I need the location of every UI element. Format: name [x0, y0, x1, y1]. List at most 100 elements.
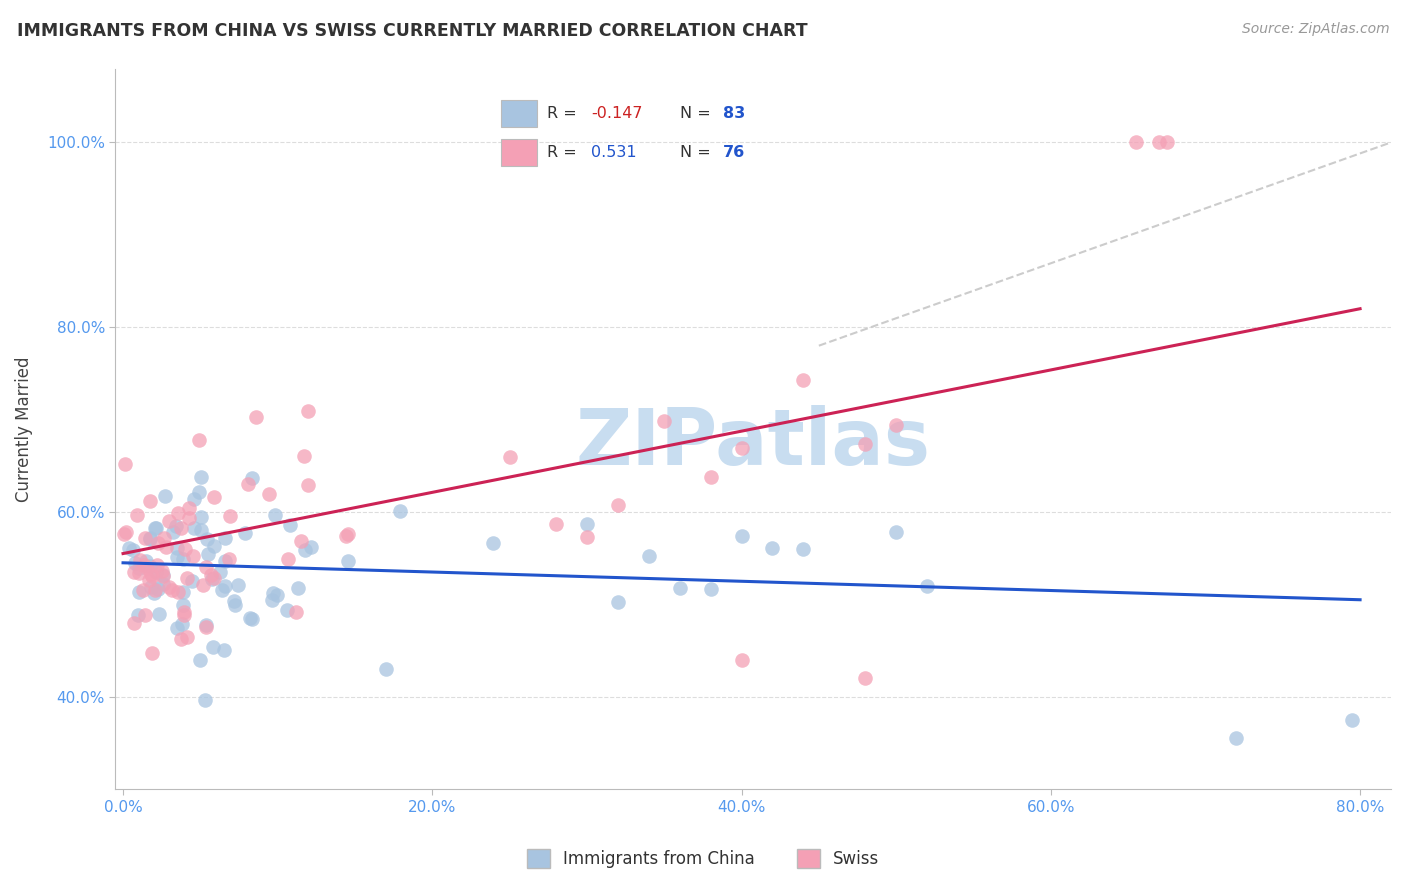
- Point: [115, 524, 138, 539]
- Point: [287, 581, 309, 595]
- Point: [884, 418, 907, 433]
- Point: [173, 608, 195, 623]
- Point: [128, 561, 150, 575]
- Point: [262, 586, 284, 600]
- Point: [228, 577, 250, 591]
- Point: [166, 585, 188, 599]
- Point: [1156, 136, 1178, 150]
- Point: [1125, 136, 1147, 150]
- Point: [128, 585, 150, 599]
- Point: [214, 554, 236, 568]
- Point: [145, 583, 167, 598]
- Point: [139, 559, 162, 574]
- Point: [172, 552, 194, 566]
- Point: [337, 554, 360, 568]
- Point: [219, 508, 242, 523]
- Point: [297, 404, 319, 418]
- Point: [853, 671, 876, 685]
- Point: [148, 536, 170, 550]
- Point: [214, 579, 236, 593]
- Point: [792, 373, 814, 387]
- Point: [180, 574, 202, 588]
- Point: [1225, 731, 1247, 746]
- Point: [150, 564, 173, 578]
- Point: [152, 567, 174, 582]
- Point: [176, 571, 198, 585]
- Point: [155, 540, 177, 554]
- Point: [142, 586, 165, 600]
- Point: [162, 582, 184, 597]
- Point: [202, 570, 225, 584]
- Point: [699, 582, 721, 597]
- Point: [188, 484, 211, 499]
- Point: [240, 612, 263, 626]
- Point: [166, 549, 188, 564]
- Point: [761, 541, 783, 555]
- Point: [730, 442, 752, 456]
- Point: [187, 433, 209, 447]
- Point: [143, 521, 166, 535]
- Point: [195, 532, 218, 546]
- Point: [240, 471, 263, 485]
- Point: [194, 560, 217, 574]
- Point: [202, 490, 225, 504]
- Point: [668, 581, 690, 595]
- Point: [606, 498, 628, 512]
- Point: [575, 530, 598, 544]
- Point: [239, 611, 262, 625]
- Point: [299, 541, 322, 555]
- Y-axis label: Currently Married: Currently Married: [15, 356, 32, 501]
- Point: [138, 531, 160, 545]
- Point: [141, 646, 163, 660]
- Point: [128, 552, 150, 566]
- Point: [141, 569, 163, 583]
- Point: [284, 606, 307, 620]
- Point: [148, 607, 170, 621]
- Point: [157, 514, 180, 528]
- Point: [211, 583, 233, 598]
- Point: [190, 509, 212, 524]
- Point: [188, 653, 211, 667]
- Point: [336, 527, 359, 541]
- Point: [138, 573, 160, 587]
- Point: [134, 553, 156, 567]
- Point: [152, 577, 174, 591]
- Point: [294, 542, 316, 557]
- Point: [197, 547, 219, 561]
- Point: [127, 607, 149, 622]
- Text: IMMIGRANTS FROM CHINA VS SWISS CURRENTLY MARRIED CORRELATION CHART: IMMIGRANTS FROM CHINA VS SWISS CURRENTLY…: [17, 22, 807, 40]
- Point: [202, 640, 225, 654]
- Point: [575, 516, 598, 531]
- Point: [145, 566, 167, 580]
- Point: [167, 506, 190, 520]
- Point: [1341, 713, 1364, 727]
- Point: [699, 470, 721, 484]
- Point: [152, 568, 174, 582]
- Point: [276, 603, 298, 617]
- Point: [157, 580, 180, 594]
- Point: [209, 565, 232, 579]
- Point: [290, 533, 312, 548]
- Point: [218, 551, 240, 566]
- Point: [730, 653, 752, 667]
- Point: [297, 478, 319, 492]
- Text: Source: ZipAtlas.com: Source: ZipAtlas.com: [1241, 22, 1389, 37]
- Point: [174, 542, 197, 557]
- Point: [200, 568, 222, 582]
- Point: [125, 508, 148, 522]
- Point: [122, 616, 145, 631]
- Point: [730, 528, 752, 542]
- Point: [145, 558, 167, 572]
- Point: [170, 617, 193, 632]
- Point: [190, 470, 212, 484]
- Point: [915, 579, 938, 593]
- Point: [292, 449, 315, 463]
- Point: [165, 519, 187, 533]
- Point: [112, 526, 135, 541]
- Point: [202, 539, 225, 553]
- Point: [139, 494, 162, 508]
- Point: [128, 566, 150, 580]
- Point: [214, 531, 236, 545]
- Point: [335, 529, 357, 543]
- Legend: Immigrants from China, Swiss: Immigrants from China, Swiss: [520, 842, 886, 875]
